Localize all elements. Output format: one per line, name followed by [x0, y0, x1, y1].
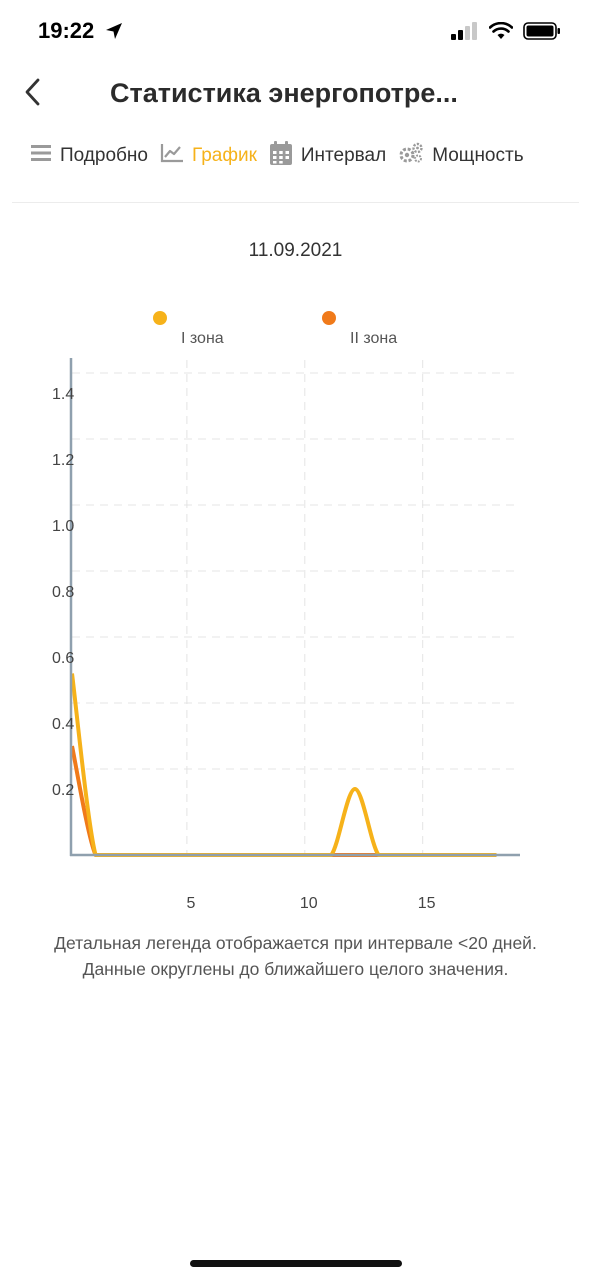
legend-marker — [322, 311, 336, 325]
home-indicator — [190, 1260, 402, 1267]
x-tick-label: 15 — [418, 895, 436, 910]
tab-power-label: Мощность — [432, 145, 524, 166]
tab-power[interactable]: Мощность — [398, 142, 524, 170]
y-tick-label: 1.4 — [52, 386, 74, 403]
footnote-line-1: Детальная легенда отображается при интер… — [54, 933, 537, 953]
status-time: 19:22 — [38, 18, 95, 43]
tab-bar: Подробно График Интервал — [30, 140, 536, 172]
footnote-line-2: Данные округлены до ближайшего целого зн… — [82, 959, 509, 979]
y-tick-label: 0.6 — [52, 650, 74, 667]
gears-icon — [398, 142, 432, 170]
list-icon — [30, 143, 60, 169]
status-indicators — [451, 21, 561, 45]
y-tick-label: 1.2 — [52, 452, 74, 469]
y-tick-label: 0.2 — [52, 782, 74, 799]
header-divider — [12, 202, 579, 203]
wifi-icon — [488, 21, 514, 45]
tab-interval[interactable]: Интервал — [269, 140, 386, 172]
tab-chart-label: График — [191, 145, 257, 166]
legend-label: II зона — [350, 330, 397, 347]
signal-icon — [451, 22, 479, 45]
chevron-left-icon — [22, 77, 42, 112]
x-tick-label: 10 — [300, 895, 318, 910]
back-button[interactable] — [14, 76, 50, 112]
series-line — [70, 673, 497, 858]
chart-line-icon — [160, 143, 192, 169]
calendar-icon — [269, 140, 301, 172]
energy-chart: 0.2 0.4 0.6 0.8 1.0 1.2 1.4 5 10 15 I зона II зона — [52, 311, 520, 910]
x-tick-label: 5 — [186, 895, 195, 910]
tab-details-label: Подробно — [60, 145, 148, 166]
chart-footnote: Детальная легенда отображается при интер… — [0, 930, 591, 982]
tab-details[interactable]: Подробно — [30, 143, 148, 169]
tab-interval-label: Интервал — [300, 145, 387, 166]
y-tick-label: 0.8 — [52, 584, 74, 601]
y-tick-label: 0.4 — [52, 716, 74, 733]
legend-marker — [153, 311, 167, 325]
y-tick-label: 1.0 — [52, 518, 74, 535]
series-line — [70, 745, 497, 858]
chart-date: 11.09.2021 — [248, 240, 343, 261]
battery-icon — [523, 22, 561, 45]
status-bar: 19:22 — [0, 0, 591, 64]
location-arrow-icon — [104, 21, 124, 46]
tab-chart[interactable]: График — [160, 143, 257, 169]
legend-label: I зона — [181, 330, 224, 347]
page-title: Статистика энергопотре... — [110, 78, 458, 108]
